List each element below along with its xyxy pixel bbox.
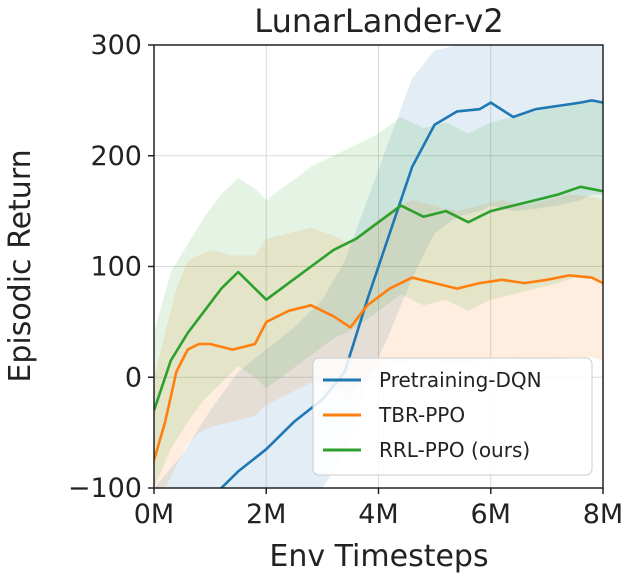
y-tick-label: 200 [90, 141, 142, 172]
x-tick-label: 4M [358, 499, 398, 530]
confidence-band [154, 194, 603, 488]
series-lines [154, 99, 603, 488]
confidence-band [154, 100, 603, 488]
chart-title: LunarLander-v2 [254, 2, 503, 40]
y-tick-label: 100 [90, 252, 142, 283]
series-line [154, 274, 603, 461]
x-axis-label: Env Timesteps [269, 539, 488, 574]
legend-label: Pretraining-DQN [379, 368, 542, 392]
x-tick-label: 8M [583, 499, 623, 530]
x-tick-label: 2M [246, 499, 286, 530]
x-tick-label: 0M [134, 499, 174, 530]
x-tick-label: 6M [471, 499, 511, 530]
series-line [154, 185, 603, 411]
x-axis-ticks: 0M 2M 4M 6M 8M [134, 488, 623, 530]
legend-label: TBR-PPO [378, 403, 465, 427]
y-tick-label: 0 [125, 362, 142, 393]
legend: Pretraining-DQN TBR-PPO RRL-PPO (ours) [312, 357, 593, 476]
y-tick-label: −100 [68, 473, 142, 504]
y-axis-ticks: −100 0 100 200 300 [68, 30, 154, 504]
legend-label: RRL-PPO (ours) [379, 438, 530, 462]
legend-box [312, 357, 593, 476]
y-tick-label: 300 [90, 30, 142, 61]
series-line [219, 99, 603, 488]
y-axis-label: Episodic Return [3, 149, 38, 382]
